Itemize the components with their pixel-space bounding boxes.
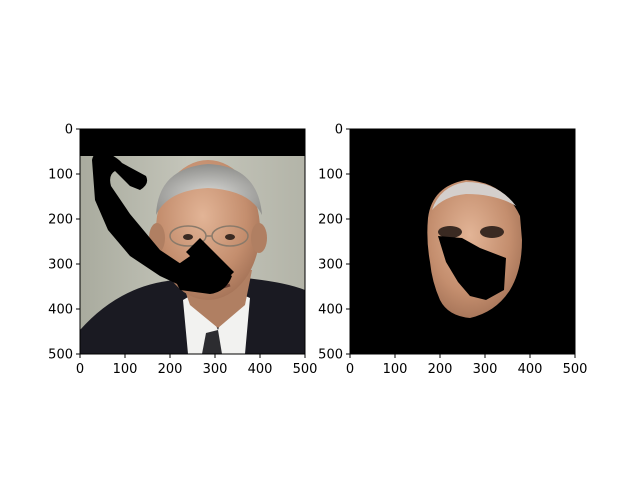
left-x-tick-label: 400 — [248, 362, 273, 377]
right-y-tick-label: 200 — [318, 213, 343, 228]
right-y-tick-label: 100 — [318, 168, 343, 183]
forehead-region — [432, 182, 516, 210]
right-y-tick-label: 500 — [318, 348, 343, 363]
right-panel-image — [350, 129, 575, 354]
left-y-tick-label: 0 — [65, 123, 73, 138]
right-x-tick-label: 400 — [518, 362, 543, 377]
left-y-tick-label: 100 — [48, 168, 73, 183]
necktie — [202, 330, 222, 354]
left-x-tick-label: 300 — [203, 362, 228, 377]
right-x-tick-label: 200 — [428, 362, 453, 377]
segment-occlusion — [438, 236, 506, 300]
right-ear — [251, 223, 267, 253]
left-y-tick-label: 300 — [48, 258, 73, 273]
right-y-tick-label: 300 — [318, 258, 343, 273]
left-axes-frame — [79, 128, 306, 355]
left-x-tick-label: 0 — [76, 362, 84, 377]
left-x-tick-label: 200 — [158, 362, 183, 377]
top-mask-band — [80, 129, 305, 156]
left-panel-image — [80, 129, 305, 354]
segment-left-eye — [438, 226, 462, 238]
right-x-tick-label: 100 — [383, 362, 408, 377]
left-x-tick-label: 500 — [293, 362, 318, 377]
left-x-tick-label: 100 — [113, 362, 138, 377]
right-y-tick-label: 400 — [318, 303, 343, 318]
right-x-tick-label: 500 — [563, 362, 588, 377]
right-x-tick-label: 300 — [473, 362, 498, 377]
face-segment — [427, 180, 522, 318]
right-axes-frame — [349, 128, 576, 355]
left-y-tick-label: 400 — [48, 303, 73, 318]
right-y-tick-label: 0 — [335, 123, 343, 138]
mouth-mask — [170, 252, 232, 294]
left-eye — [183, 234, 193, 240]
segment-right-eye — [480, 226, 504, 238]
right-eye — [225, 234, 235, 240]
hair — [156, 164, 262, 215]
right-x-tick-label: 0 — [346, 362, 354, 377]
left-y-tick-label: 200 — [48, 213, 73, 228]
left-y-tick-label: 500 — [48, 348, 73, 363]
